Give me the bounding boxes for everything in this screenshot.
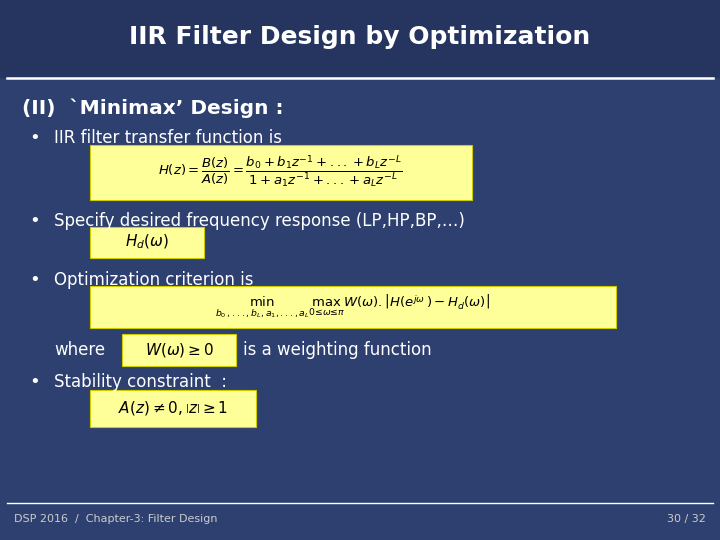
- FancyBboxPatch shape: [0, 0, 720, 78]
- Text: Optimization criterion is: Optimization criterion is: [54, 271, 253, 289]
- Text: $\min_{b_0,...,b_L,a_1,...,a_L}\max_{0\leq\omega\leq\pi}W(\omega).\left|H(e^{j\o: $\min_{b_0,...,b_L,a_1,...,a_L}\max_{0\l…: [215, 292, 490, 320]
- FancyBboxPatch shape: [90, 390, 256, 427]
- Text: $H_d(\omega)$: $H_d(\omega)$: [125, 233, 169, 251]
- Text: Stability constraint  :: Stability constraint :: [54, 373, 227, 391]
- Text: (II)  `Minimax’ Design :: (II) `Minimax’ Design :: [22, 98, 283, 118]
- Text: 30 / 32: 30 / 32: [667, 515, 706, 524]
- Text: $H(z)=\dfrac{B(z)}{A(z)}=\dfrac{b_0+b_1z^{-1}+...+b_Lz^{-L}}{1+a_1z^{-1}+...+a_L: $H(z)=\dfrac{B(z)}{A(z)}=\dfrac{b_0+b_1z…: [158, 154, 403, 190]
- Text: •: •: [29, 271, 40, 289]
- Text: •: •: [29, 212, 40, 231]
- Text: IIR filter transfer function is: IIR filter transfer function is: [54, 129, 282, 147]
- Text: DSP 2016  /  Chapter-3: Filter Design: DSP 2016 / Chapter-3: Filter Design: [14, 515, 218, 524]
- Text: IIR Filter Design by Optimization: IIR Filter Design by Optimization: [130, 25, 590, 49]
- FancyBboxPatch shape: [90, 227, 204, 258]
- FancyBboxPatch shape: [90, 286, 616, 328]
- FancyBboxPatch shape: [90, 145, 472, 200]
- Text: •: •: [29, 129, 40, 147]
- Text: where: where: [54, 341, 105, 359]
- Text: $A(z)\neq 0,\left|z\right|\geq 1$: $A(z)\neq 0,\left|z\right|\geq 1$: [117, 399, 228, 417]
- Text: •: •: [29, 373, 40, 391]
- FancyBboxPatch shape: [122, 334, 236, 366]
- Text: $W(\omega)\geq 0$: $W(\omega)\geq 0$: [145, 341, 214, 359]
- Text: is a weighting function: is a weighting function: [243, 341, 432, 359]
- Text: Specify desired frequency response (LP,HP,BP,…): Specify desired frequency response (LP,H…: [54, 212, 465, 231]
